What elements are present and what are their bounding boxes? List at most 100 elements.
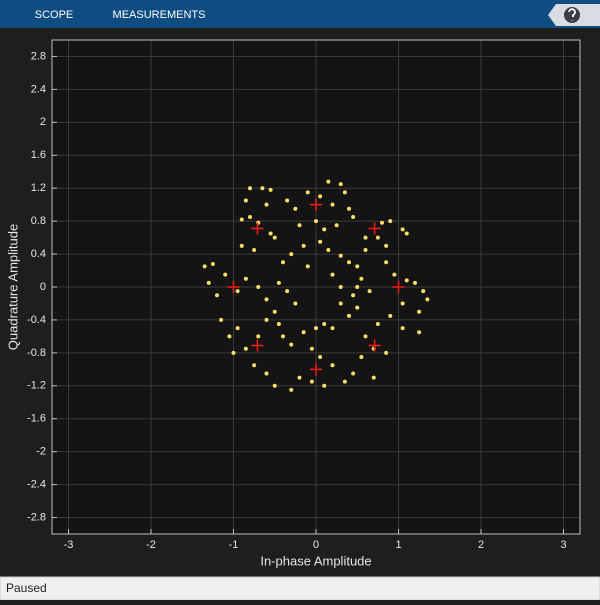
data-point [239, 243, 244, 248]
data-point [301, 330, 306, 335]
data-point [375, 322, 380, 327]
tab-scope[interactable]: SCOPE [35, 9, 74, 21]
data-point [264, 371, 269, 376]
tab-measurements[interactable]: MEASUREMENTS [113, 9, 206, 21]
data-point [342, 379, 347, 384]
data-point [384, 350, 389, 355]
data-point [268, 231, 273, 236]
data-point [243, 346, 248, 351]
data-point [334, 223, 339, 228]
data-point [367, 289, 372, 294]
data-point [417, 309, 422, 314]
data-point [363, 247, 368, 252]
data-point [326, 247, 331, 252]
data-point [417, 330, 422, 335]
data-point [347, 206, 351, 211]
data-point [268, 187, 273, 192]
data-point [252, 247, 257, 252]
data-point [281, 334, 285, 339]
axes-frame [51, 39, 581, 535]
data-point [363, 235, 368, 240]
data-point [219, 317, 224, 322]
data-point [351, 293, 356, 298]
data-point [305, 264, 310, 269]
data-point [293, 301, 298, 306]
data-point [318, 354, 323, 359]
data-point [231, 350, 236, 355]
data-point [239, 217, 244, 222]
data-point [318, 194, 323, 199]
y-tick-label: 0.8 [31, 215, 46, 227]
data-point [355, 264, 360, 269]
data-point [322, 322, 327, 327]
status-text: Paused [6, 581, 47, 595]
data-point [413, 280, 417, 285]
data-point [314, 326, 318, 331]
data-point [215, 293, 219, 298]
data-point [359, 354, 364, 359]
data-point [235, 289, 240, 294]
data-point [314, 219, 318, 224]
x-tick-label: -1 [229, 539, 239, 551]
data-point [289, 387, 294, 392]
data-point [351, 215, 356, 220]
data-point [347, 313, 351, 318]
data-point [404, 278, 409, 283]
data-point [400, 301, 405, 306]
data-point [227, 334, 232, 339]
data-point [264, 297, 269, 302]
data-point [425, 297, 430, 302]
reference-point [368, 222, 381, 235]
x-tick-label: 1 [395, 539, 401, 551]
data-point [375, 235, 380, 240]
data-point [248, 186, 252, 191]
data-point [355, 285, 360, 289]
reference-point [251, 339, 264, 352]
data-point [289, 252, 294, 257]
data-point [392, 272, 397, 277]
data-point [202, 264, 207, 269]
data-point [243, 276, 248, 281]
data-point [256, 285, 261, 289]
data-point [355, 305, 360, 310]
data-point [326, 179, 331, 184]
data-point [359, 276, 364, 281]
data-point [322, 383, 327, 388]
data-point [276, 280, 281, 285]
data-point [248, 215, 252, 220]
data-point [388, 219, 393, 224]
data-point [223, 272, 228, 277]
y-tick-label: 2.8 [31, 50, 46, 62]
y-tick-label: -2 [36, 446, 46, 458]
data-point [318, 239, 323, 244]
data-point [206, 280, 211, 285]
data-point [404, 231, 409, 236]
y-tick-label: 1.6 [31, 149, 46, 161]
data-point [338, 253, 343, 258]
y-tick-label: -1.2 [27, 380, 46, 392]
data-point [330, 202, 335, 207]
y-tick-label: -2.4 [27, 479, 46, 491]
data-point [289, 342, 294, 347]
data-point [252, 363, 257, 368]
data-point [384, 260, 389, 265]
y-tick-label: -0.4 [27, 314, 46, 326]
y-tick-label: -1.6 [27, 413, 46, 425]
data-point [347, 260, 351, 265]
y-tick-label: 1.2 [31, 182, 46, 194]
reference-point [392, 281, 405, 293]
y-tick-label: 0 [40, 281, 46, 293]
help-icon[interactable] [564, 7, 580, 23]
y-tick-label: -2.8 [27, 511, 46, 523]
y-tick-label: 2.4 [31, 83, 46, 95]
reference-point [310, 363, 322, 376]
data-point [338, 301, 343, 306]
data-point [256, 334, 261, 339]
data-point [293, 206, 298, 211]
data-point [351, 371, 356, 376]
reference-point [310, 198, 322, 211]
data-point [276, 322, 281, 327]
y-tick-label: 2 [40, 116, 46, 128]
